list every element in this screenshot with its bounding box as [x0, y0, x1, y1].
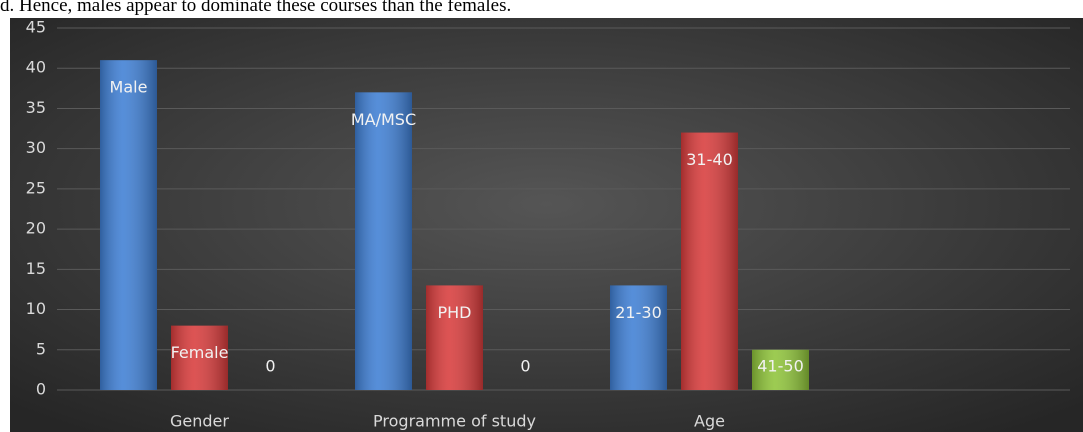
- x-tick-label: Programme of study: [373, 412, 536, 431]
- data-label: Male: [110, 78, 148, 97]
- y-tick-label: 15: [26, 259, 46, 278]
- data-label: Female: [171, 343, 229, 362]
- caption: d. Hence, males appear to dominate these…: [0, 0, 512, 16]
- y-tick-label: 45: [26, 18, 46, 37]
- bar-shade: [100, 60, 157, 391]
- data-label: PHD: [438, 303, 472, 322]
- data-label: 21-30: [615, 303, 662, 322]
- y-tick-label: 30: [26, 138, 46, 157]
- y-tick-label: 0: [36, 380, 46, 399]
- y-tick-label: 35: [26, 98, 46, 117]
- y-tick-label: 25: [26, 178, 46, 197]
- y-tick-label: 40: [26, 58, 46, 77]
- data-label: 0: [520, 357, 530, 376]
- y-tick-label: 10: [26, 299, 46, 318]
- bar-shade: [426, 285, 483, 390]
- data-label: MA/MSC: [351, 110, 416, 129]
- bar-shade: [355, 92, 412, 390]
- data-label: 31-40: [686, 150, 733, 169]
- x-tick-label: Age: [694, 412, 725, 431]
- data-label: 0: [265, 357, 275, 376]
- chart-background: [10, 18, 1083, 432]
- x-tick-label: Gender: [170, 412, 229, 431]
- data-label: 41-50: [757, 357, 804, 376]
- bar-shade: [681, 132, 738, 391]
- bar-shade: [752, 349, 809, 390]
- bar-shade: [610, 285, 667, 390]
- y-tick-label: 20: [26, 219, 46, 238]
- y-tick-label: 5: [36, 339, 46, 358]
- bar-shade: [171, 325, 228, 390]
